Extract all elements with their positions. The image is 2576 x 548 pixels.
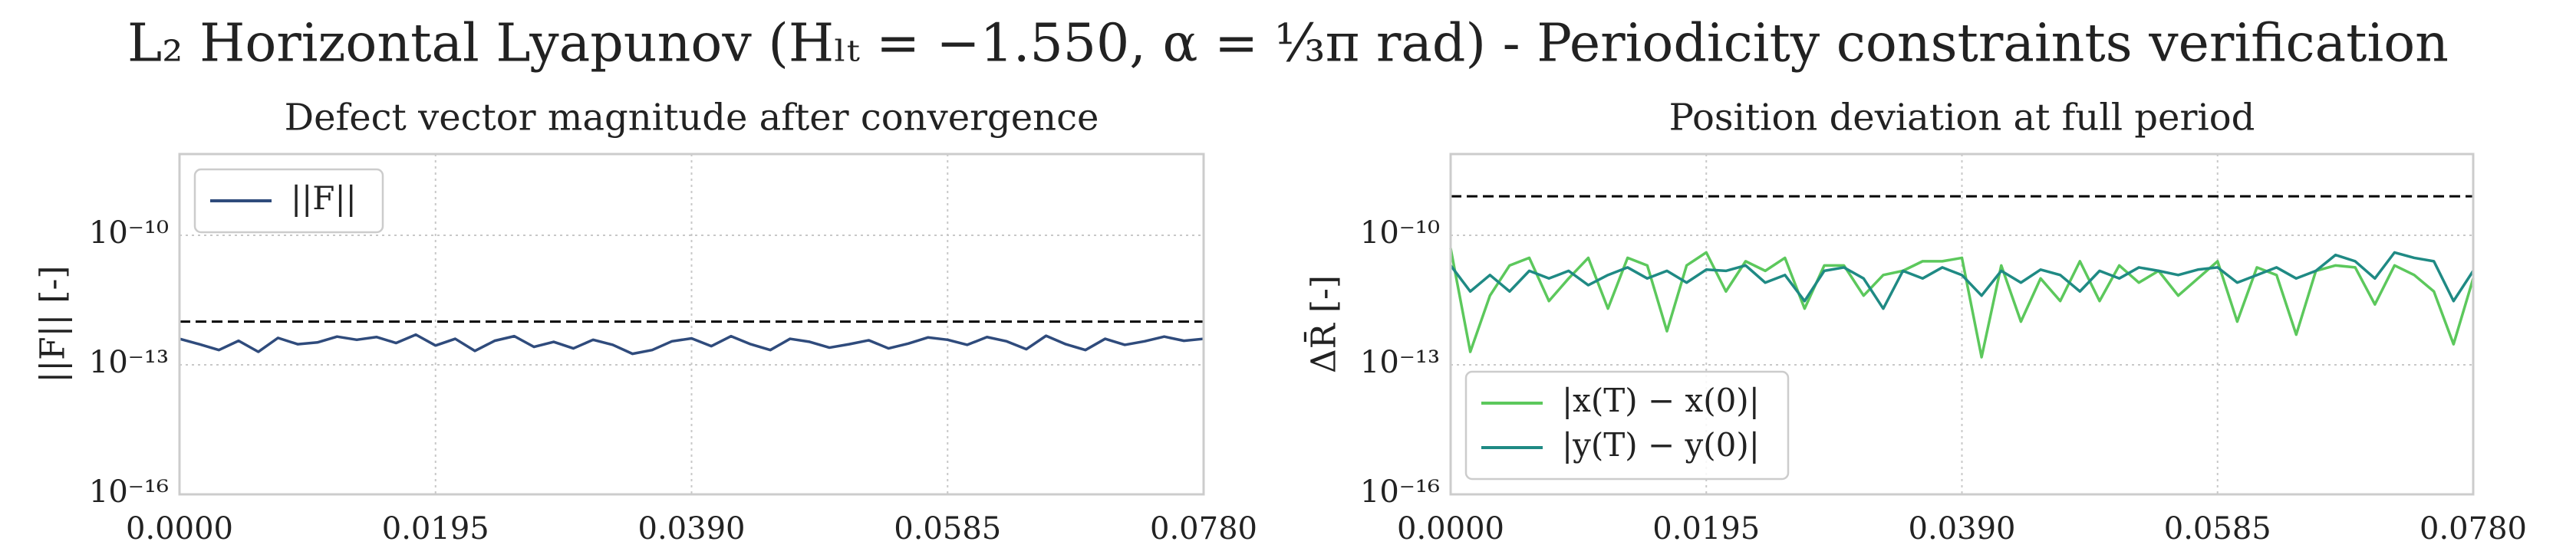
figure-title: L₂ Horizontal Lyapunov (Hₗₜ = −1.550, α … [127, 14, 2449, 74]
x-tick-label: 0.0195 [382, 511, 489, 546]
data-line [1449, 251, 2475, 310]
x-tick-label: 0.0000 [1397, 511, 1504, 546]
legend: |x(T) − x(0)| |y(T) − y(0)| [1464, 370, 1790, 481]
axes-frame [1449, 153, 2475, 496]
x-tick-label: 0.0390 [1909, 511, 2016, 546]
data-line [179, 333, 1204, 356]
y-tick-label: 10⁻¹³ [1360, 345, 1440, 380]
legend-label: |x(T) − x(0)| [1562, 382, 1760, 419]
y-tick-label: 10⁻¹⁶ [1360, 474, 1440, 510]
y-axis-label: ||F|| [-] [34, 265, 73, 382]
data-line [1449, 248, 2475, 359]
y-tick-label: 10⁻¹⁰ [1360, 215, 1440, 251]
x-tick-label: 0.0195 [1652, 511, 1760, 546]
y-axis-label: ΔR̄ [-] [1303, 275, 1343, 373]
legend-frame [1464, 370, 1790, 481]
legend-label: ||F|| [291, 179, 357, 217]
legend-label: |y(T) − y(0)| [1562, 426, 1760, 464]
x-tick-label: 0.0585 [2164, 511, 2271, 546]
x-tick-label: 0.0780 [2420, 511, 2527, 546]
y-tick-label: 10⁻¹⁰ [89, 215, 169, 251]
axes-frame [178, 153, 1205, 496]
x-tick-label: 0.0780 [1150, 511, 1257, 546]
legend-frame [193, 168, 384, 234]
y-tick-label: 10⁻¹³ [89, 345, 169, 380]
x-tick-label: 0.0585 [894, 511, 1001, 546]
y-tick-label: 10⁻¹⁶ [89, 474, 169, 510]
axes-title: Position deviation at full period [1669, 97, 2255, 139]
axes-title: Defect vector magnitude after convergenc… [285, 97, 1099, 139]
x-tick-label: 0.0390 [638, 511, 746, 546]
x-tick-label: 0.0000 [126, 511, 233, 546]
legend: ||F|| [193, 168, 384, 234]
